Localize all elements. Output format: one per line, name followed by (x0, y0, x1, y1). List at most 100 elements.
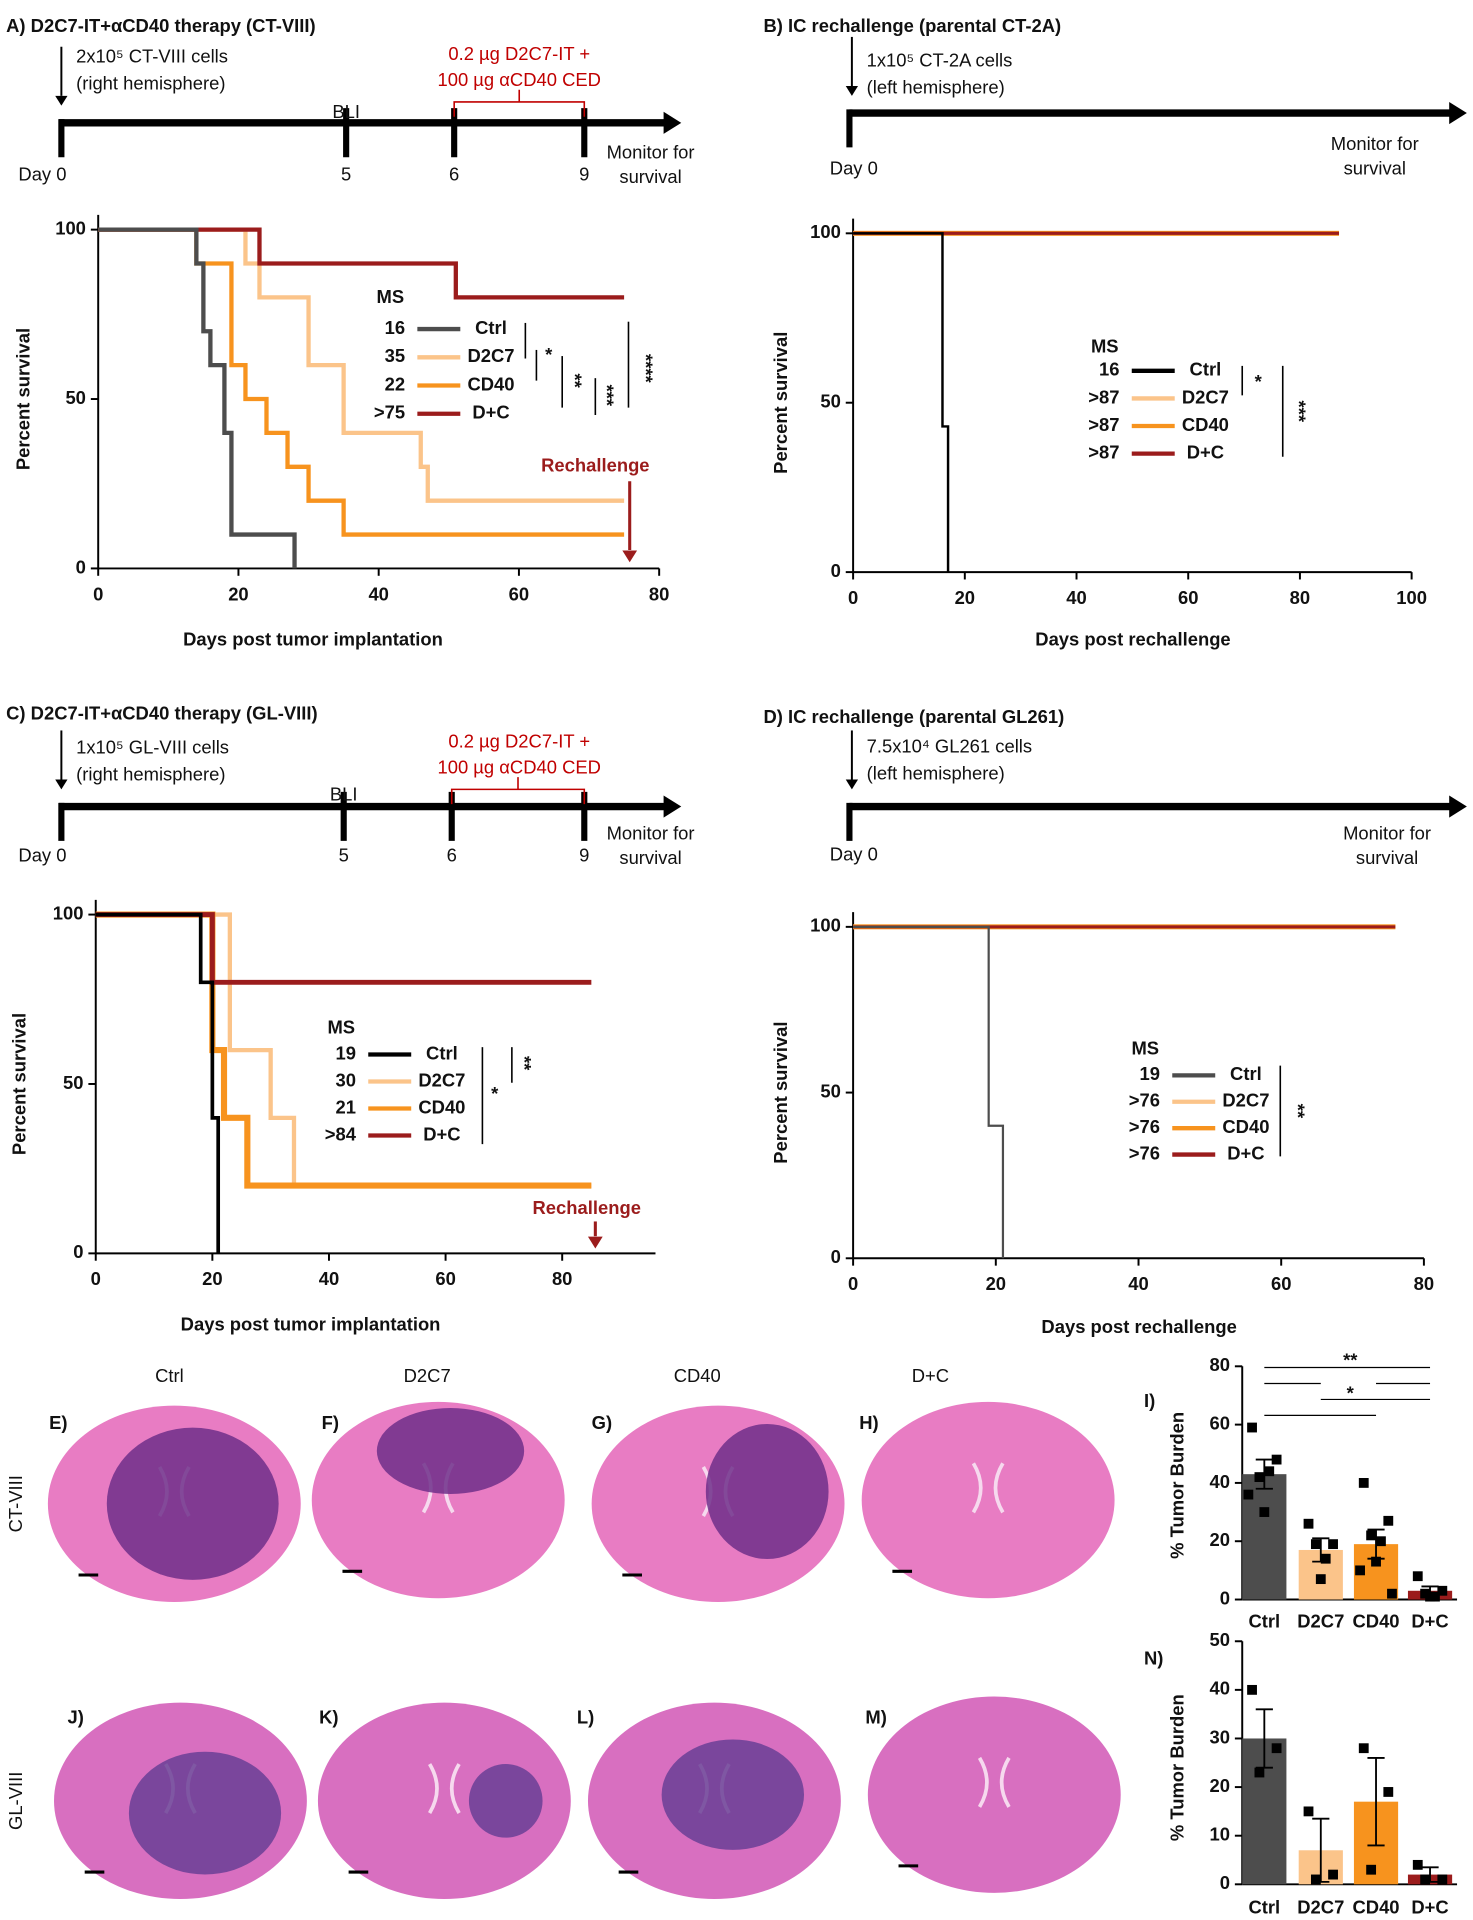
arrow-head (663, 111, 682, 134)
significance-label: * (1255, 371, 1263, 392)
tumor-region (705, 1423, 829, 1560)
legend-title: MS (1091, 335, 1119, 356)
panel-label: J) (68, 1706, 84, 1727)
legend-label: D+C (472, 402, 509, 423)
x-tick-label: 60 (509, 583, 529, 604)
y-tick-label: 50 (1209, 1629, 1229, 1650)
legend-label: Ctrl (1230, 1063, 1262, 1084)
panel-label: L) (577, 1706, 594, 1727)
panel-label: E) (49, 1412, 67, 1433)
data-point (1310, 1539, 1321, 1550)
x-tick-label: Ctrl (1248, 1897, 1280, 1918)
data-point (1243, 1489, 1254, 1500)
timeline-note: 2x10⁵ CT-VIII cells (76, 46, 228, 67)
significance-label: *** (596, 385, 617, 407)
y-axis-label: % Tumor Burden (1166, 1694, 1187, 1841)
survival-curve (98, 227, 625, 503)
x-tick-label: D+C (1411, 1611, 1448, 1632)
y-tick-label: 0 (831, 560, 841, 581)
timeline-end: Monitor for (607, 823, 695, 844)
timeline-day: Day 0 (830, 157, 878, 178)
y-axis-label: Percent survival (9, 1013, 30, 1155)
treatment-bracket (453, 89, 586, 117)
legend-label: D2C7 (1222, 1090, 1269, 1111)
column-label: CD40 (674, 1365, 721, 1386)
x-tick-label: D2C7 (1297, 1611, 1344, 1632)
tumor-region (128, 1751, 282, 1875)
panel-title: A) D2C7-IT+αCD40 therapy (CT-VIII) (6, 15, 315, 36)
arrow-head (663, 795, 682, 818)
y-tick-label: 50 (63, 1072, 83, 1093)
data-point (1328, 1539, 1338, 1550)
y-axis-label: Percent survival (12, 328, 33, 470)
legend-median: 16 (1099, 359, 1119, 380)
rechallenge-label: Rechallenge (533, 1197, 641, 1218)
y-axis-label: Percent survival (770, 332, 791, 474)
y-tick-label: 20 (1209, 1775, 1229, 1796)
panel-title: B) IC rechallenge (parental CT-2A) (764, 15, 1062, 36)
x-axis-label: Days post rechallenge (1041, 1316, 1236, 1337)
legend-title: MS (1131, 1037, 1159, 1058)
y-tick-label: 50 (820, 1080, 840, 1101)
panel-title: D) IC rechallenge (parental GL261) (764, 706, 1065, 727)
x-tick-label: 20 (228, 583, 248, 604)
arrow-head (1449, 101, 1467, 125)
significance-label: * (545, 344, 553, 365)
panel-label: K) (319, 1706, 338, 1727)
row-label: GL-VIII (5, 1772, 26, 1830)
treatment-note: 0.2 µg D2C7-IT + (448, 43, 590, 64)
panel-title: N) (1144, 1648, 1163, 1669)
panel-title: I) (1144, 1390, 1155, 1411)
timeline-day: Day 0 (18, 845, 66, 866)
brain-section (317, 1702, 571, 1900)
tumor-region (661, 1739, 805, 1850)
survival-curve (98, 227, 297, 569)
timeline-note: 1x10⁵ CT-2A cells (867, 49, 1013, 70)
x-tick-label: 80 (552, 1268, 572, 1289)
data-point (1358, 1743, 1369, 1754)
timeline-day: 6 (449, 163, 459, 184)
x-tick-label: 0 (848, 587, 858, 608)
y-tick-label: 50 (65, 387, 85, 408)
significance-label: ** (1343, 1349, 1358, 1370)
legend-median: 19 (1140, 1063, 1160, 1084)
legend-label: CD40 (418, 1096, 465, 1117)
ventricle (971, 1462, 1005, 1514)
x-tick-label: Ctrl (1248, 1611, 1280, 1632)
timeline-end: survival (1356, 847, 1418, 868)
brain-section (861, 1401, 1115, 1599)
row-label: CT-VIII (5, 1475, 26, 1532)
x-tick-label: 0 (848, 1273, 858, 1294)
y-tick-label: 30 (1209, 1726, 1229, 1747)
y-tick-label: 80 (1209, 1354, 1229, 1375)
x-tick-label: 100 (1396, 587, 1427, 608)
tumor-region (376, 1408, 525, 1494)
legend-median: 19 (335, 1042, 355, 1063)
y-tick-label: 10 (1209, 1824, 1229, 1845)
panel-label: M) (865, 1706, 886, 1727)
timeline-end: survival (1344, 157, 1406, 178)
significance-label: * (1347, 1382, 1355, 1403)
x-axis-label: Days post tumor implantation (183, 629, 443, 650)
significance-label: *** (1289, 401, 1310, 423)
timeline-note: (left hemisphere) (867, 76, 1005, 97)
x-tick-label: 60 (1178, 587, 1198, 608)
x-tick-label: CD40 (1352, 1897, 1399, 1918)
legend-median: >76 (1129, 1142, 1160, 1163)
significance-label: ** (564, 373, 585, 388)
brain-section (867, 1696, 1121, 1893)
legend-median: >87 (1088, 386, 1119, 407)
data-point (1328, 1869, 1338, 1880)
timeline-note: (right hemisphere) (76, 764, 225, 785)
error-bar (1367, 1757, 1385, 1847)
data-point (1247, 1422, 1257, 1433)
data-point (1412, 1859, 1423, 1870)
treatment-note: 100 µg αCD40 CED (437, 756, 600, 777)
timeline-day: 9 (579, 845, 589, 866)
data-point (1254, 1767, 1265, 1778)
y-axis-label: Percent survival (770, 1021, 791, 1163)
panel-label: G) (592, 1412, 612, 1433)
y-tick-label: 100 (53, 902, 84, 923)
legend-median: 30 (335, 1069, 355, 1090)
arrow-head (622, 550, 638, 563)
